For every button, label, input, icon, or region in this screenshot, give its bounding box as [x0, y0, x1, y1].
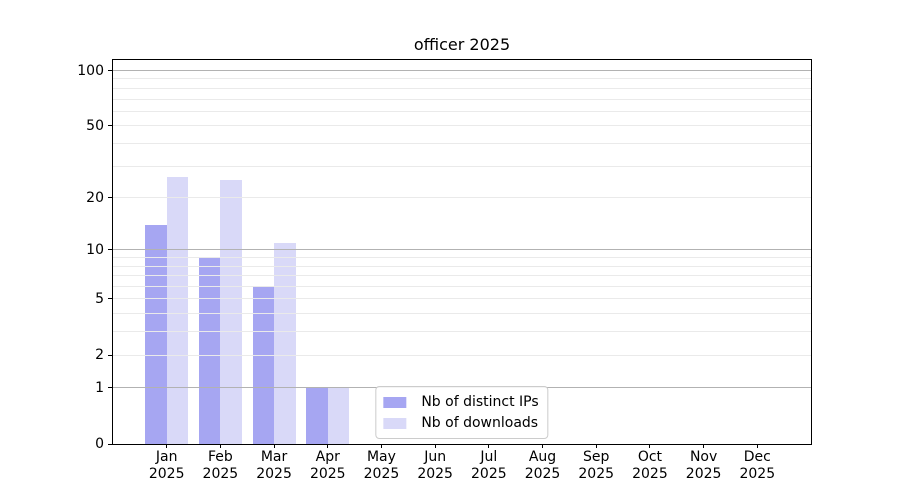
y-tick-mark: [108, 354, 112, 356]
y-gridline-minor: [113, 354, 811, 356]
legend-label-distinct-ips: Nb of distinct IPs: [421, 394, 539, 410]
y-tick-mark: [108, 125, 112, 127]
x-tick-label: Nov 2025: [685, 449, 722, 482]
y-gridline-minor: [113, 331, 811, 333]
bar-distinct-ips: [252, 286, 275, 444]
y-gridline-minor: [113, 110, 811, 112]
x-tick-mark: [542, 444, 544, 448]
x-tick-label: Jul 2025: [471, 449, 507, 482]
y-tick-label: 100: [77, 62, 104, 79]
x-tick-mark: [273, 444, 275, 448]
bar-downloads: [166, 177, 189, 444]
y-gridline-minor: [113, 165, 811, 167]
y-gridline-minor: [113, 298, 811, 300]
legend: Nb of distinct IPs Nb of downloads: [375, 386, 549, 439]
y-tick-mark: [108, 443, 112, 445]
x-tick-label: Jun 2025: [417, 449, 453, 482]
y-tick-label: 10: [86, 241, 104, 258]
x-tick-mark: [649, 444, 651, 448]
y-tick-mark: [108, 298, 112, 300]
x-tick-label: Oct 2025: [632, 449, 668, 482]
x-tick-label: Feb 2025: [202, 449, 239, 482]
y-tick-label: 20: [86, 189, 104, 206]
legend-label-downloads: Nb of downloads: [421, 415, 539, 431]
y-tick-label: 5: [95, 290, 104, 307]
x-tick-mark: [380, 444, 382, 448]
bar-distinct-ips: [198, 257, 221, 444]
y-gridline-minor: [113, 286, 811, 288]
y-gridline-minor: [113, 78, 811, 80]
y-gridline-minor: [113, 257, 811, 259]
x-tick-label: Dec 2025: [739, 449, 776, 482]
legend-swatch-downloads: [383, 417, 407, 429]
y-gridline-minor: [113, 197, 811, 199]
x-tick-label: Sep 2025: [578, 449, 615, 482]
x-tick-label: May 2025: [363, 449, 400, 482]
y-tick-mark: [108, 387, 112, 389]
y-tick-label: 0: [95, 436, 104, 452]
y-gridline-minor: [113, 98, 811, 100]
x-tick-mark: [434, 444, 436, 448]
legend-entry-distinct-ips: Nb of distinct IPs: [383, 394, 539, 410]
y-tick-label: 50: [86, 117, 104, 134]
y-tick-label: 1: [95, 379, 104, 396]
y-gridline-minor: [113, 265, 811, 267]
bar-downloads: [327, 387, 350, 444]
y-gridline-major: [113, 70, 811, 71]
x-tick-mark: [488, 444, 490, 448]
bar-distinct-ips: [306, 387, 328, 444]
x-tick-mark: [595, 444, 597, 448]
bar-downloads: [274, 242, 296, 444]
bar-distinct-ips: [145, 224, 167, 444]
y-tick-mark: [108, 249, 112, 251]
y-gridline-minor: [113, 313, 811, 315]
x-tick-label: Mar 2025: [256, 449, 292, 482]
y-gridline-minor: [113, 142, 811, 144]
y-gridline-minor: [113, 87, 811, 89]
x-tick-mark: [756, 444, 758, 448]
x-tick-mark: [166, 444, 168, 448]
legend-swatch-distinct-ips: [383, 396, 407, 408]
x-tick-mark: [327, 444, 329, 448]
chart-title: officer 2025: [413, 35, 511, 54]
x-tick-mark: [219, 444, 221, 448]
legend-entry-downloads: Nb of downloads: [383, 415, 538, 431]
y-gridline-minor: [113, 125, 811, 127]
bar-downloads: [220, 180, 242, 444]
x-tick-label: Jan 2025: [148, 449, 185, 482]
x-tick-label: Apr 2025: [309, 449, 346, 482]
plot-area: Nb of distinct IPs Nb of downloads 0 1 2 5 1…: [77, 59, 812, 482]
y-gridline-major: [113, 249, 811, 251]
x-tick-label: Aug 2025: [524, 449, 561, 482]
y-tick-label: 2: [95, 347, 104, 364]
y-tick-mark: [108, 197, 112, 199]
y-tick-mark: [108, 70, 112, 71]
y-gridline-minor: [113, 275, 811, 277]
x-tick-mark: [703, 444, 705, 448]
